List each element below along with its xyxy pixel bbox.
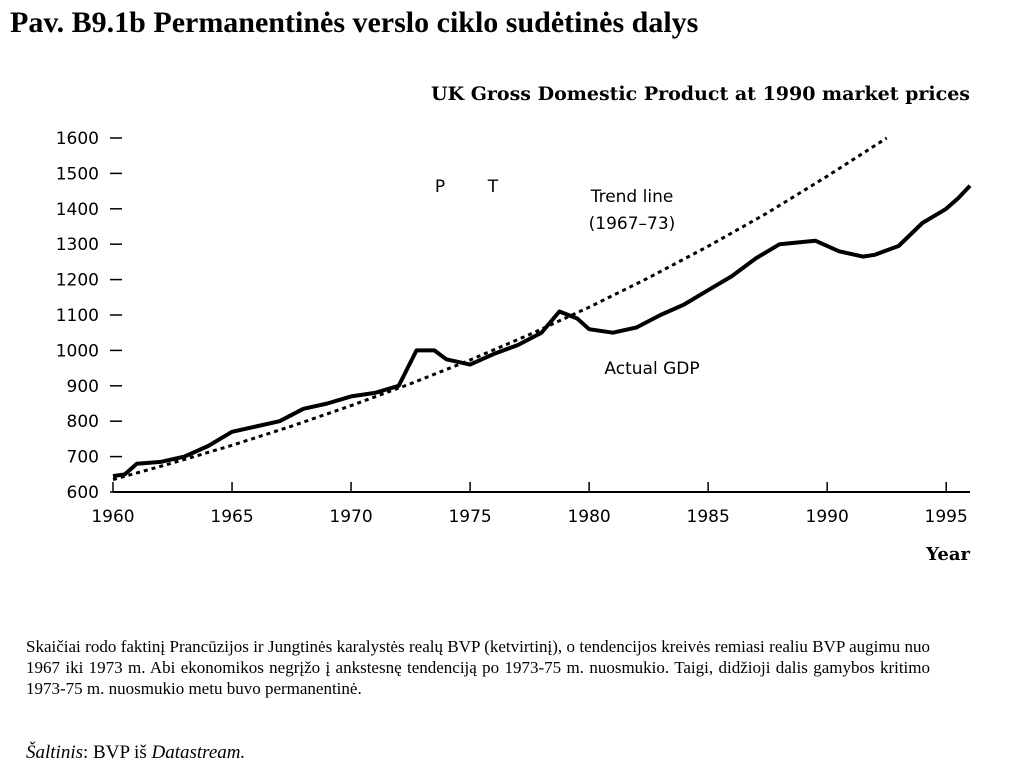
- caption: Skaičiai rodo faktinį Prancūzijos ir Jun…: [26, 637, 930, 698]
- x-tick-label: 1965: [210, 507, 253, 527]
- source-text: : BVP iš: [83, 742, 152, 763]
- gdp-line: [112, 184, 972, 479]
- x-tick-label: 1985: [687, 507, 730, 527]
- source-name: Datastream.: [151, 742, 246, 763]
- trend-line: [112, 136, 888, 482]
- x-tick-label: 1980: [567, 507, 610, 527]
- y-tick-label: 700: [67, 448, 99, 468]
- y-tick-label: 900: [67, 377, 99, 397]
- y-tick-label: 800: [67, 412, 99, 432]
- annotation: P: [435, 177, 445, 197]
- x-axis-label: Year: [925, 544, 970, 565]
- y-tick-label: 1300: [56, 235, 99, 255]
- y-tick-label: 600: [67, 483, 99, 503]
- x-tick-label: 1975: [448, 507, 491, 527]
- chart: UK Gross Domestic Product at 1990 market…: [56, 83, 972, 565]
- y-tick-label: 1400: [56, 200, 99, 220]
- page-title: Pav. B9.1b Permanentinės verslo ciklo su…: [10, 6, 699, 39]
- annotation: T: [487, 177, 499, 197]
- y-tick-label: 1000: [56, 341, 99, 361]
- x-tick-label: 1990: [806, 507, 849, 527]
- y-tick-label: 1500: [56, 164, 99, 184]
- x-tick-label: 1995: [925, 507, 968, 527]
- annotation: Trend line: [590, 187, 674, 207]
- y-tick-label: 1200: [56, 271, 99, 291]
- source-label: Šaltinis: [26, 742, 84, 763]
- annotation: Actual GDP: [604, 359, 699, 379]
- x-tick-label: 1970: [329, 507, 372, 527]
- x-tick-label: 1960: [91, 507, 134, 527]
- y-tick-label: 1100: [56, 306, 99, 326]
- y-tick-label: 1600: [56, 129, 99, 149]
- source: Šaltinis: BVP iš Datastream.: [26, 742, 245, 764]
- annotation: (1967–73): [589, 214, 676, 234]
- chart-title: UK Gross Domestic Product at 1990 market…: [431, 83, 970, 105]
